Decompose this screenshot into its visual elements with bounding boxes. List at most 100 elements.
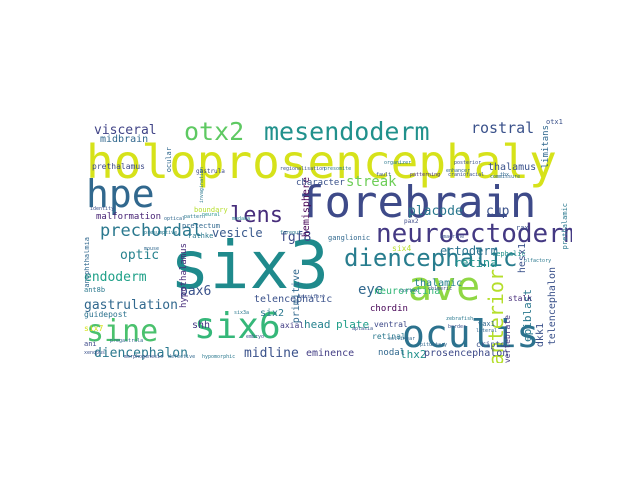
word: ganglionic <box>328 234 371 242</box>
word: retinal <box>372 332 406 341</box>
word: six3a <box>234 310 250 316</box>
word: rax <box>516 224 529 232</box>
word: tbx <box>500 172 510 178</box>
word: optical <box>164 216 186 222</box>
word: pretectum <box>182 222 220 230</box>
word: identity <box>90 206 115 212</box>
word: olfactory <box>524 258 552 264</box>
word: vesicle <box>212 226 263 240</box>
word: gastrula <box>196 168 225 175</box>
word: midline <box>244 346 299 361</box>
word: presomite <box>324 166 352 172</box>
word: invagination <box>199 167 205 204</box>
word: pregastrula <box>110 338 144 344</box>
word-cloud: six3 holoprosencephaly forebrain ave ocu… <box>84 119 572 363</box>
word: limitans <box>541 125 551 169</box>
word: pax6 <box>180 284 212 299</box>
word: optic <box>120 248 160 263</box>
word: retina <box>454 256 498 270</box>
word: endoderm <box>84 270 147 285</box>
word: plate <box>336 318 370 331</box>
word: vertebrate <box>503 315 512 363</box>
word: defective <box>168 354 196 360</box>
word: dkk1 <box>535 323 546 348</box>
word: xenopus <box>84 350 106 356</box>
word: malformation <box>96 212 162 222</box>
word: prethalamic <box>561 203 569 250</box>
word: organizer <box>384 160 412 166</box>
word: commissure <box>490 174 521 180</box>
word: medaka <box>232 216 251 222</box>
word: chimeric <box>428 286 453 292</box>
word: placode <box>408 204 463 219</box>
word: cup <box>486 204 510 219</box>
word: ani <box>84 340 97 348</box>
word: morphogenesis <box>124 354 164 360</box>
word: neural <box>202 212 221 218</box>
word: embryo <box>246 334 265 340</box>
word: anophthalmia <box>84 237 91 288</box>
word: stalk <box>508 294 533 303</box>
word: ave <box>408 264 481 310</box>
word: guidepost <box>84 310 128 319</box>
word: forebrain <box>298 177 537 228</box>
word: patterning <box>410 172 441 178</box>
word: prechordal <box>100 221 203 241</box>
word: enhancer <box>446 168 471 174</box>
word: lateral <box>476 328 498 334</box>
word: mesendoderm <box>264 119 430 146</box>
word: holoprosencephaly <box>86 135 557 189</box>
word: head <box>304 318 331 331</box>
word: rathke <box>188 232 214 240</box>
word: ectoderm <box>440 244 498 258</box>
word: six2 <box>260 308 285 319</box>
word: oculis <box>402 312 540 356</box>
word: gastrulation <box>84 298 178 313</box>
word: diencephalon <box>94 346 188 361</box>
word: hpe <box>86 172 155 216</box>
word: ocular <box>165 147 173 173</box>
word: thalamus <box>488 162 537 173</box>
word: shh <box>192 320 211 331</box>
word: mouse <box>144 246 160 252</box>
word: presumptive <box>144 230 178 236</box>
word: lhx2 <box>400 348 427 361</box>
word: territory <box>298 294 326 300</box>
word: telencephalon <box>547 267 558 346</box>
word: eye <box>358 282 384 298</box>
word: craniofacial <box>448 172 485 178</box>
word: nodal <box>378 348 406 358</box>
word: fgf8 <box>280 230 312 245</box>
word: ventral <box>374 320 408 329</box>
word: otx2 <box>184 119 245 146</box>
word: six4 <box>392 244 412 253</box>
word: amacrine <box>440 234 465 240</box>
word: six3 <box>170 227 329 304</box>
word: prethalamus <box>92 162 145 171</box>
word: ant8b <box>84 286 106 294</box>
word: midbrain <box>100 134 149 145</box>
word: collinear <box>388 336 416 342</box>
word: hypothalamus <box>179 243 189 309</box>
word: otx1 <box>546 119 563 126</box>
word: boundary <box>194 206 228 214</box>
word: lens <box>230 203 283 228</box>
word: posterior <box>454 160 482 166</box>
word: fault <box>376 172 392 178</box>
word: aplasia <box>352 326 374 332</box>
word: prosencephalon <box>424 348 509 359</box>
word: foregut <box>280 230 302 236</box>
word: cortex <box>400 288 419 294</box>
word: sine <box>86 314 159 349</box>
word: pituitary <box>420 342 448 348</box>
word: diencephalic <box>344 244 518 272</box>
word: pax2 <box>404 218 419 225</box>
word: vax1 <box>478 320 495 328</box>
word: neuroectoderm <box>376 219 572 249</box>
word: visceral <box>94 123 157 138</box>
word: rostral <box>471 119 535 137</box>
word: pattern <box>184 214 206 220</box>
word: cephalic <box>492 250 526 258</box>
word: regionalisation <box>280 166 326 172</box>
word: axial <box>280 321 305 330</box>
